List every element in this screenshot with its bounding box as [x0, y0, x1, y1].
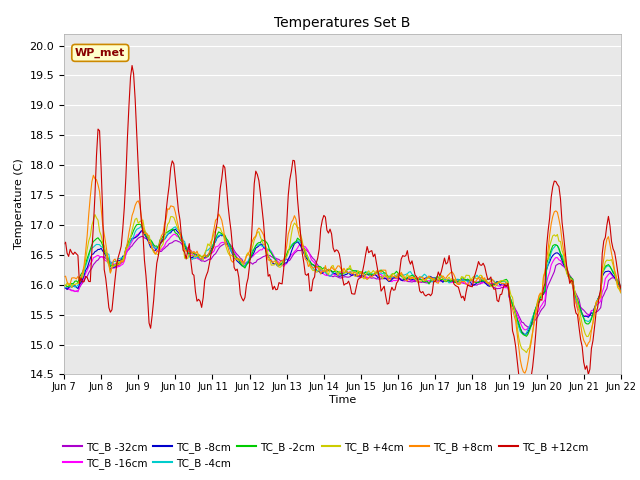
- TC_B +8cm: [552, 208, 559, 214]
- Line: TC_B -2cm: TC_B -2cm: [64, 224, 621, 336]
- TC_B +4cm: [410, 275, 417, 280]
- TC_B -8cm: [172, 226, 179, 232]
- TC_B -32cm: [165, 241, 173, 247]
- TC_B -8cm: [76, 282, 83, 288]
- TC_B +8cm: [410, 276, 417, 281]
- Text: WP_met: WP_met: [75, 48, 125, 58]
- TC_B -2cm: [379, 268, 387, 274]
- TC_B -8cm: [410, 276, 417, 282]
- TC_B -4cm: [397, 272, 405, 277]
- TC_B -2cm: [76, 275, 83, 280]
- TC_B -16cm: [397, 277, 405, 283]
- TC_B -16cm: [410, 278, 417, 284]
- TC_B -4cm: [76, 280, 83, 286]
- Line: TC_B +8cm: TC_B +8cm: [64, 175, 621, 373]
- TC_B -16cm: [165, 236, 173, 242]
- TC_B +8cm: [379, 267, 387, 273]
- TC_B +12cm: [617, 285, 625, 291]
- TC_B -4cm: [410, 273, 417, 278]
- TC_B -2cm: [410, 273, 417, 279]
- TC_B -4cm: [379, 271, 387, 276]
- Legend: TC_B -32cm, TC_B -16cm, TC_B -8cm, TC_B -4cm, TC_B -2cm, TC_B +4cm, TC_B +8cm, T: TC_B -32cm, TC_B -16cm, TC_B -8cm, TC_B …: [59, 438, 593, 473]
- TC_B +4cm: [617, 290, 625, 296]
- TC_B +4cm: [379, 276, 387, 282]
- TC_B -4cm: [165, 230, 173, 236]
- TC_B +12cm: [165, 182, 173, 188]
- TC_B -32cm: [552, 263, 559, 268]
- TC_B -4cm: [552, 242, 559, 248]
- TC_B -2cm: [397, 274, 405, 279]
- TC_B +4cm: [91, 212, 99, 217]
- TC_B +12cm: [60, 241, 68, 247]
- TC_B -8cm: [521, 332, 529, 337]
- TC_B +12cm: [76, 281, 83, 287]
- TC_B +4cm: [523, 350, 531, 356]
- TC_B -32cm: [76, 285, 83, 291]
- TC_B -32cm: [410, 278, 417, 284]
- TC_B -16cm: [379, 273, 387, 279]
- Title: Temperatures Set B: Temperatures Set B: [274, 16, 411, 30]
- TC_B -8cm: [397, 277, 405, 283]
- X-axis label: Time: Time: [329, 395, 356, 405]
- TC_B +12cm: [521, 412, 529, 418]
- TC_B -32cm: [617, 289, 625, 295]
- TC_B +12cm: [397, 256, 405, 262]
- TC_B -32cm: [60, 286, 68, 291]
- TC_B -32cm: [379, 276, 387, 281]
- TC_B +8cm: [617, 289, 625, 295]
- TC_B -16cm: [552, 255, 559, 261]
- TC_B +8cm: [76, 277, 83, 283]
- TC_B -2cm: [523, 334, 531, 339]
- Line: TC_B +12cm: TC_B +12cm: [64, 65, 621, 415]
- TC_B -2cm: [165, 228, 173, 234]
- TC_B -16cm: [76, 284, 83, 289]
- Line: TC_B -16cm: TC_B -16cm: [64, 232, 621, 330]
- TC_B -4cm: [521, 332, 529, 338]
- TC_B +12cm: [379, 286, 387, 292]
- TC_B -2cm: [552, 242, 559, 248]
- TC_B -8cm: [60, 284, 68, 289]
- Line: TC_B +4cm: TC_B +4cm: [64, 215, 621, 353]
- TC_B +8cm: [165, 206, 173, 212]
- TC_B +4cm: [552, 233, 559, 239]
- TC_B -16cm: [617, 290, 625, 296]
- TC_B -8cm: [164, 232, 172, 238]
- TC_B -4cm: [60, 284, 68, 289]
- TC_B -16cm: [60, 285, 68, 291]
- TC_B +4cm: [60, 281, 68, 287]
- TC_B -16cm: [138, 229, 145, 235]
- TC_B +4cm: [76, 278, 83, 284]
- TC_B -16cm: [521, 327, 529, 333]
- Line: TC_B -4cm: TC_B -4cm: [64, 226, 621, 335]
- TC_B -4cm: [617, 286, 625, 291]
- TC_B +12cm: [552, 179, 559, 184]
- TC_B +8cm: [60, 274, 68, 280]
- Line: TC_B -32cm: TC_B -32cm: [64, 237, 621, 327]
- TC_B -8cm: [617, 287, 625, 293]
- TC_B +8cm: [397, 269, 405, 275]
- TC_B -32cm: [139, 234, 147, 240]
- TC_B -8cm: [552, 250, 559, 256]
- TC_B +12cm: [128, 62, 136, 68]
- TC_B -2cm: [136, 221, 143, 227]
- TC_B -2cm: [60, 283, 68, 289]
- TC_B +4cm: [397, 271, 405, 276]
- TC_B -8cm: [379, 276, 387, 281]
- TC_B -4cm: [138, 223, 145, 229]
- Y-axis label: Temperature (C): Temperature (C): [14, 158, 24, 250]
- TC_B +8cm: [521, 370, 529, 376]
- TC_B -32cm: [524, 324, 532, 330]
- TC_B +8cm: [90, 172, 97, 178]
- Line: TC_B -8cm: TC_B -8cm: [64, 229, 621, 335]
- TC_B +12cm: [410, 265, 417, 271]
- TC_B -32cm: [397, 276, 405, 282]
- TC_B +4cm: [165, 219, 173, 225]
- TC_B -2cm: [617, 286, 625, 291]
